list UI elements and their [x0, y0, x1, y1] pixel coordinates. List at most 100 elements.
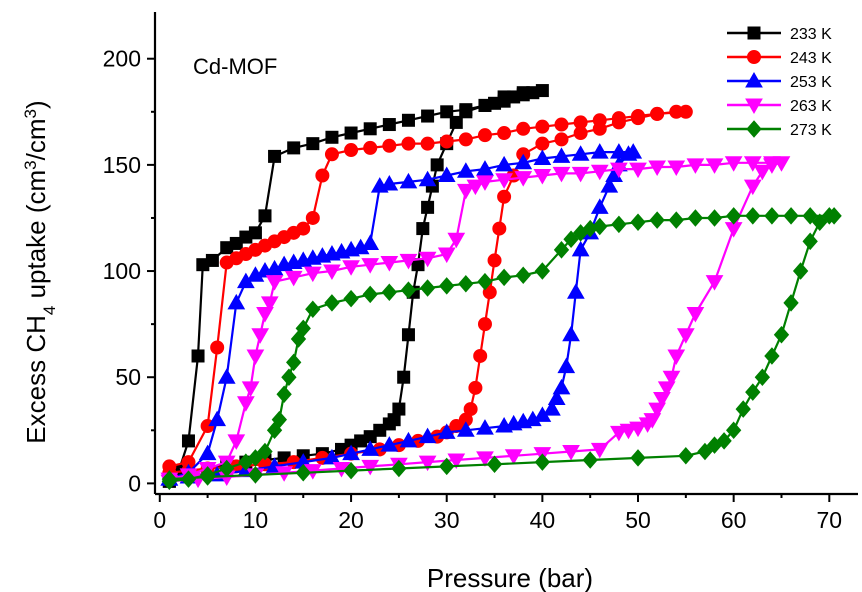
data-point	[630, 213, 646, 231]
data-point	[246, 349, 265, 365]
data-point	[743, 156, 762, 172]
data-point	[557, 357, 576, 374]
data-point	[725, 421, 742, 440]
data-point	[325, 130, 339, 144]
data-point	[265, 275, 284, 291]
data-point	[486, 455, 503, 474]
data-point	[535, 84, 549, 98]
data-point	[382, 138, 397, 153]
data-point	[458, 275, 474, 293]
legend-label: 273 K	[790, 122, 832, 139]
data-point	[391, 459, 407, 478]
data-point	[667, 349, 686, 365]
data-point	[562, 445, 580, 461]
data-point	[305, 210, 320, 225]
legend-entry: 243 K	[727, 50, 832, 67]
data-point	[764, 207, 780, 225]
data-point	[286, 353, 302, 372]
data-point	[792, 262, 809, 280]
data-point	[271, 410, 288, 429]
data-point	[421, 200, 435, 214]
data-point	[401, 328, 415, 342]
data-point	[306, 137, 320, 151]
data-point	[516, 86, 530, 100]
data-point	[554, 132, 569, 147]
data-point	[456, 421, 475, 437]
data-point	[504, 449, 523, 465]
data-point	[523, 410, 542, 427]
data-point	[477, 128, 492, 143]
data-point	[515, 266, 531, 285]
data-point	[418, 455, 437, 472]
data-point	[161, 470, 178, 488]
data-point	[533, 168, 552, 185]
data-point	[764, 347, 780, 365]
data-point	[237, 396, 255, 412]
data-point	[210, 340, 225, 355]
data-point	[315, 168, 330, 183]
data-point	[397, 370, 411, 384]
data-point	[552, 378, 571, 395]
legend-marker	[745, 98, 763, 115]
data-point	[783, 294, 799, 312]
data-point	[208, 410, 227, 427]
series-layer	[160, 84, 842, 491]
data-point	[535, 136, 550, 151]
x-tick-label: 70	[817, 507, 843, 533]
data-point	[258, 209, 272, 223]
data-point	[344, 143, 359, 158]
data-point	[199, 468, 216, 486]
data-point	[256, 307, 274, 323]
data-point	[399, 431, 418, 448]
data-point	[497, 126, 512, 141]
data-point	[420, 136, 435, 151]
data-point	[514, 153, 533, 170]
data-point	[440, 105, 454, 119]
data-point	[631, 111, 646, 126]
data-point	[686, 158, 705, 174]
data-point	[476, 419, 494, 435]
y-tick-label: 200	[103, 46, 141, 72]
data-point	[802, 232, 818, 251]
data-point	[668, 211, 684, 229]
data-point	[380, 436, 399, 452]
data-point	[324, 147, 339, 162]
data-point	[217, 368, 236, 384]
data-point	[418, 251, 437, 268]
data-point	[437, 423, 456, 439]
x-tick-label: 10	[243, 507, 269, 533]
data-point	[401, 136, 416, 151]
series-line	[169, 214, 836, 483]
data-point	[753, 164, 772, 181]
data-point	[496, 268, 512, 287]
data-point	[437, 166, 456, 182]
data-point	[247, 449, 264, 467]
data-point	[468, 380, 483, 395]
data-point	[399, 172, 418, 189]
data-point	[416, 222, 430, 236]
axes: 0 10 20 30 40 50 60 70 0 50 100 150 200	[103, 12, 858, 533]
data-point	[382, 118, 396, 132]
legend-entry: 253 K	[727, 71, 832, 91]
data-point	[812, 213, 828, 231]
data-point	[504, 414, 523, 431]
data-point	[227, 293, 246, 310]
data-point	[466, 179, 485, 196]
data-point	[323, 448, 341, 465]
legend-label: 263 K	[790, 98, 832, 115]
data-point	[497, 90, 511, 104]
data-point	[592, 121, 607, 136]
data-point	[447, 232, 466, 249]
data-point	[418, 427, 437, 444]
data-point	[783, 207, 799, 225]
data-point	[342, 260, 360, 276]
data-point	[547, 389, 566, 405]
data-point	[260, 296, 279, 312]
data-point	[571, 240, 590, 257]
legend-entry: 263 K	[727, 98, 832, 115]
data-point	[611, 215, 627, 234]
data-point	[573, 126, 588, 141]
data-point	[247, 466, 264, 484]
data-point	[600, 177, 619, 193]
